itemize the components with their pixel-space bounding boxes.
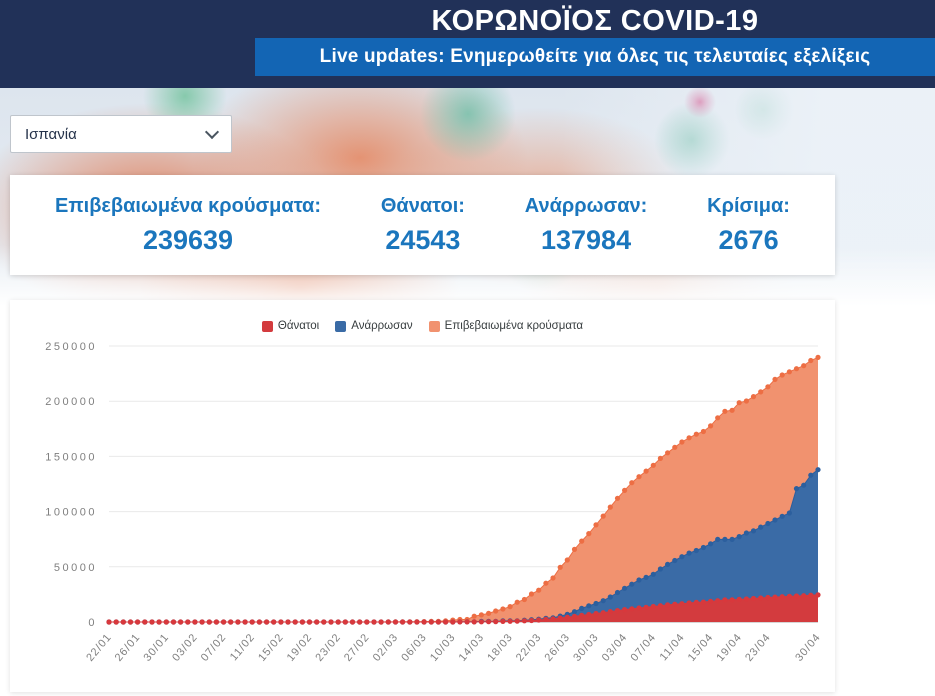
svg-text:26/03: 26/03: [542, 631, 572, 664]
svg-text:30/03: 30/03: [571, 631, 601, 664]
stat-critical: Κρίσιμα: 2676: [707, 195, 790, 256]
chevron-down-icon: [204, 124, 220, 139]
svg-text:22/03: 22/03: [514, 631, 544, 664]
chart-card: Θάνατοι Ανάρρωσαν Επιβεβαιωμένα κρούσματα …: [10, 300, 835, 692]
stat-deaths-value: 24543: [385, 224, 461, 255]
svg-text:150000: 150000: [45, 451, 97, 463]
svg-text:11/02: 11/02: [228, 631, 258, 663]
stat-confirmed: Επιβεβαιωμένα κρούσματα: 239639: [55, 195, 321, 256]
svg-text:11/04: 11/04: [658, 631, 688, 663]
svg-text:14/03: 14/03: [457, 631, 487, 664]
chart-legend: Θάνατοι Ανάρρωσαν Επιβεβαιωμένα κρούσματα: [10, 300, 835, 332]
header: ΚΟΡΩΝΟΪΟΣ COVID-19 Live updates: Ενημερω…: [0, 0, 935, 88]
svg-text:30/04: 30/04: [793, 631, 823, 664]
svg-text:0: 0: [88, 617, 97, 629]
svg-text:22/01: 22/01: [84, 631, 114, 664]
y-axis-labels: 0 50000 100000 150000 200000 250000: [45, 341, 97, 629]
page-title: ΚΟΡΩΝΟΪΟΣ COVID-19: [431, 5, 759, 37]
svg-text:06/03: 06/03: [399, 631, 429, 664]
svg-text:10/03: 10/03: [428, 631, 458, 664]
legend-swatch-confirmed: [428, 320, 440, 332]
legend-label-deaths: Θάνατοι: [277, 320, 320, 332]
svg-text:19/02: 19/02: [285, 631, 315, 664]
legend-item-deaths[interactable]: Θάνατοι: [261, 320, 320, 332]
stat-recovered-label: Ανάρρωσαν:: [524, 194, 648, 217]
svg-text:100000: 100000: [45, 507, 97, 519]
series-deaths: [106, 592, 821, 625]
stat-deaths: Θάνατοι: 24543: [381, 195, 465, 256]
svg-text:23/02: 23/02: [313, 631, 343, 664]
legend-item-confirmed[interactable]: Επιβεβαιωμένα κρούσματα: [428, 320, 584, 332]
live-updates-text: Live updates: Ενημερωθείτε για όλες τις …: [319, 46, 871, 67]
stat-recovered-value: 137984: [540, 224, 632, 255]
legend-swatch-recovered: [335, 320, 347, 332]
svg-text:03/02: 03/02: [170, 631, 200, 664]
svg-text:30/01: 30/01: [141, 631, 171, 664]
stat-confirmed-label: Επιβεβαιωμένα κρούσματα:: [55, 194, 322, 217]
svg-text:03/04: 03/04: [600, 631, 630, 664]
svg-text:15/02: 15/02: [256, 631, 286, 664]
svg-text:18/03: 18/03: [485, 631, 515, 664]
covid-timeseries-chart[interactable]: 0 50000 100000 150000 200000 250000 22/0126/01…: [11, 334, 834, 686]
svg-text:23/04: 23/04: [743, 631, 773, 664]
live-updates-bar: Live updates: Ενημερωθείτε για όλες τις …: [255, 38, 935, 76]
svg-text:250000: 250000: [45, 341, 97, 353]
legend-item-recovered[interactable]: Ανάρρωσαν: [335, 320, 413, 332]
svg-text:26/01: 26/01: [113, 631, 143, 664]
svg-text:50000: 50000: [54, 562, 97, 574]
svg-text:15/04: 15/04: [686, 631, 716, 664]
svg-text:07/02: 07/02: [199, 631, 229, 664]
svg-text:07/04: 07/04: [628, 631, 658, 664]
svg-text:19/04: 19/04: [714, 631, 744, 664]
stats-card: Επιβεβαιωμένα κρούσματα: 239639 Θάνατοι:…: [10, 175, 835, 275]
country-select-value: Ισπανία: [25, 125, 77, 143]
stat-recovered: Ανάρρωσαν: 137984: [525, 195, 648, 256]
legend-label-confirmed: Επιβεβαιωμένα κρούσματα: [444, 320, 584, 332]
country-select[interactable]: Ισπανία: [10, 115, 232, 153]
legend-label-recovered: Ανάρρωσαν: [351, 320, 413, 332]
svg-text:200000: 200000: [45, 396, 97, 408]
stat-critical-label: Κρίσιμα:: [707, 194, 790, 217]
stat-confirmed-value: 239639: [142, 224, 234, 255]
stat-critical-value: 2676: [718, 224, 779, 255]
svg-text:02/03: 02/03: [371, 631, 401, 664]
stat-deaths-label: Θάνατοι:: [380, 194, 465, 217]
svg-text:27/02: 27/02: [342, 631, 372, 664]
legend-swatch-deaths: [261, 320, 273, 332]
